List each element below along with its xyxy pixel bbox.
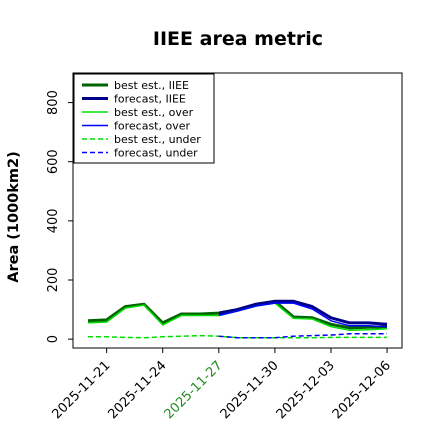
plot-frame xyxy=(72,72,403,349)
y-tick-label: 400 xyxy=(46,208,61,233)
legend-label: best est., under xyxy=(114,133,201,146)
series-line xyxy=(218,333,387,339)
x-tick-label: 2025-11-24 xyxy=(106,358,170,422)
x-tick-label: 2025-11-27 xyxy=(162,358,226,422)
y-tick-label: 800 xyxy=(46,90,61,115)
legend-label: best est., IIEE xyxy=(114,79,189,92)
series-line xyxy=(218,302,388,328)
legend-label: best est., over xyxy=(114,106,194,119)
y-axis-label: Area (1000km2) xyxy=(6,151,22,283)
legend-box xyxy=(73,73,215,164)
x-tick-label: 2025-11-21 xyxy=(49,358,113,422)
x-tick-label: 2025-11-30 xyxy=(218,358,282,422)
legend-label: forecast, over xyxy=(114,120,190,133)
y-tick-label: 0 xyxy=(46,335,61,343)
y-tick-label: 200 xyxy=(46,268,61,293)
series-line xyxy=(218,299,388,326)
legend-label: forecast, under xyxy=(114,147,198,160)
x-tick-label: 2025-12-03 xyxy=(274,358,338,422)
series-line xyxy=(88,334,387,339)
legend-label: forecast, IIEE xyxy=(114,93,186,106)
chart-title: IIEE area metric xyxy=(153,28,323,50)
x-tick-label: 2025-12-06 xyxy=(330,358,394,422)
y-tick-label: 600 xyxy=(46,149,61,174)
